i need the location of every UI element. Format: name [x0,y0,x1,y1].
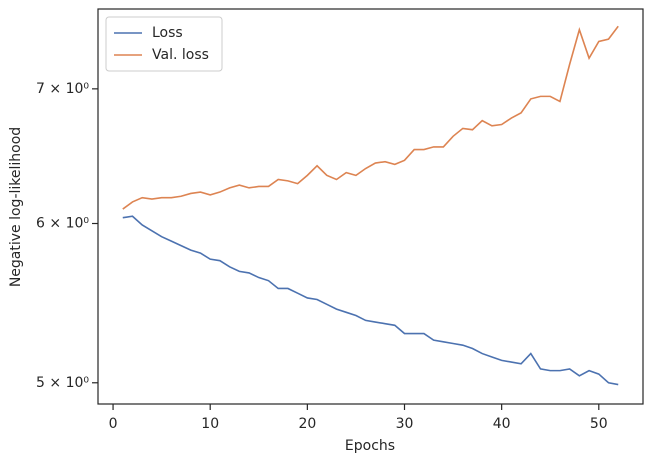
legend-label: Loss [152,25,183,41]
plot-frame [97,8,644,405]
y-tick-label: 7 × 10⁰ [36,81,89,97]
legend-box [105,16,223,72]
x-axis-label: Epochs [345,438,395,454]
y-tick-label: 6 × 10⁰ [36,216,89,232]
x-tick-label: 30 [396,416,414,432]
y-axis-label: Negative log-likelihood [8,127,24,287]
data-line [122,25,619,210]
x-tick-label: 50 [590,416,608,432]
x-tick-label: 10 [201,416,219,432]
legend-label: Val. loss [152,47,209,63]
x-tick-label: 0 [109,416,118,432]
data-line [122,215,619,386]
x-tick-label: 40 [493,416,511,432]
y-tick-label: 5 × 10⁰ [36,375,89,391]
x-tick-label: 20 [298,416,316,432]
